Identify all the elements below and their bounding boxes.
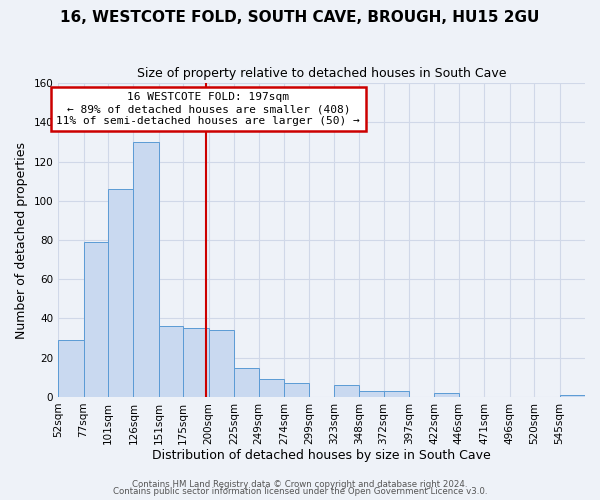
Text: Contains HM Land Registry data © Crown copyright and database right 2024.: Contains HM Land Registry data © Crown c… [132, 480, 468, 489]
Bar [83, 242, 108, 397]
Bar [108, 189, 133, 397]
Bar [58, 340, 83, 397]
Bar [183, 328, 209, 397]
Bar [359, 391, 383, 397]
Text: 16, WESTCOTE FOLD, SOUTH CAVE, BROUGH, HU15 2GU: 16, WESTCOTE FOLD, SOUTH CAVE, BROUGH, H… [61, 10, 539, 25]
Bar [383, 391, 409, 397]
Bar [259, 380, 284, 397]
Bar [284, 383, 310, 397]
Bar [434, 393, 459, 397]
Text: Contains public sector information licensed under the Open Government Licence v3: Contains public sector information licen… [113, 488, 487, 496]
Bar [133, 142, 159, 397]
Bar [209, 330, 234, 397]
X-axis label: Distribution of detached houses by size in South Cave: Distribution of detached houses by size … [152, 450, 491, 462]
Bar [159, 326, 183, 397]
Bar [334, 385, 359, 397]
Bar [560, 395, 585, 397]
Text: 16 WESTCOTE FOLD: 197sqm
← 89% of detached houses are smaller (408)
11% of semi-: 16 WESTCOTE FOLD: 197sqm ← 89% of detach… [56, 92, 360, 126]
Bar [234, 368, 259, 397]
Y-axis label: Number of detached properties: Number of detached properties [15, 142, 28, 338]
Title: Size of property relative to detached houses in South Cave: Size of property relative to detached ho… [137, 68, 506, 80]
